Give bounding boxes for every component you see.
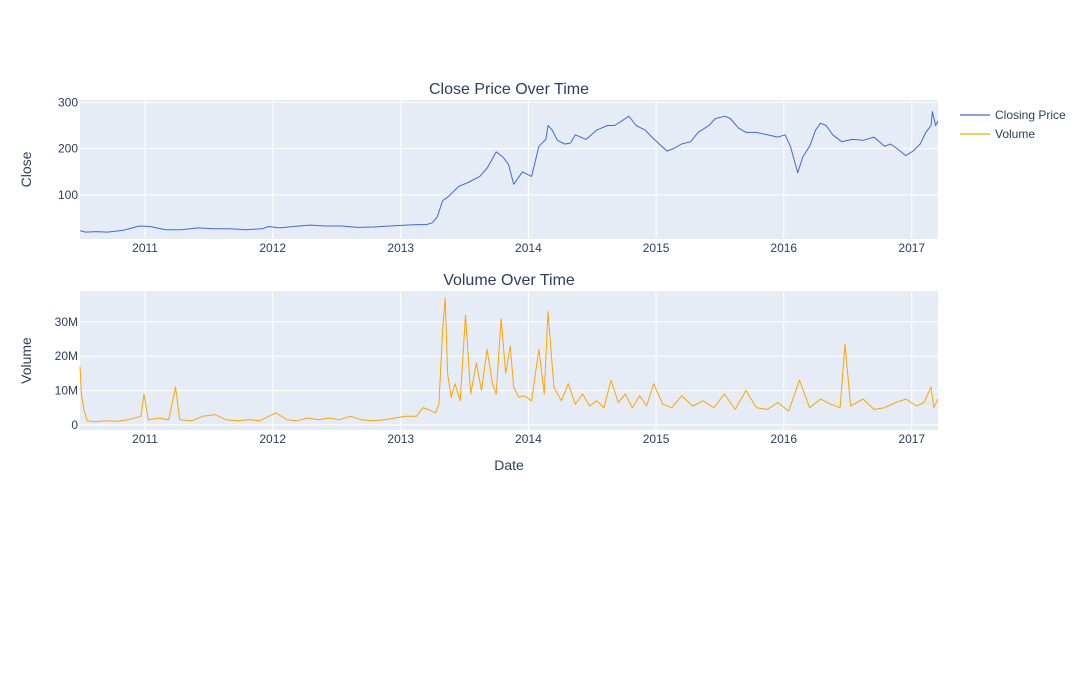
legend-label: Volume: [995, 127, 1035, 141]
x-tick-label: 2013: [387, 432, 414, 446]
series-line-closing-price: [79, 111, 939, 233]
series-line-volume: [79, 297, 939, 423]
x-tick-label: 2017: [898, 241, 925, 255]
volume-subplot: 2011 2012 2013 2014 2015 2016 2017 0 10M 20M 30M Vo…: [18, 272, 939, 473]
y-tick-label: 200: [58, 142, 78, 156]
x-tick-label: 2013: [387, 241, 414, 255]
x-tick-label: 2011: [132, 241, 158, 255]
plot-area: [80, 291, 938, 430]
x-tick-label: 2016: [770, 241, 797, 255]
x-tick-label: 2016: [770, 432, 797, 446]
x-tick-label: 2011: [132, 432, 158, 446]
y-tick-label: 300: [58, 95, 78, 109]
x-tick-label: 2014: [515, 241, 542, 255]
close-price-subplot: 2011 2012 2013 2014 2015 2016 2017 100 200 300 Clo…: [18, 81, 939, 255]
x-tick-label: 2014: [515, 432, 542, 446]
x-tick-label: 2012: [259, 432, 286, 446]
x-axis-title: Date: [494, 457, 524, 473]
y-tick-label: 0: [71, 418, 78, 432]
legend: Closing Price Volume: [960, 108, 1066, 141]
plot-area: [80, 100, 938, 239]
x-tick-label: 2012: [259, 241, 286, 255]
y-tick-label: 20M: [55, 349, 78, 363]
x-tick-label: 2015: [643, 241, 670, 255]
y-axis-title: Volume: [18, 337, 34, 384]
y-tick-label: 100: [58, 188, 78, 202]
x-tick-label: 2015: [643, 432, 670, 446]
x-tick-label: 2017: [898, 432, 925, 446]
subplot-title: Close Price Over Time: [429, 81, 589, 98]
y-tick-label: 30M: [55, 315, 78, 329]
legend-label: Closing Price: [995, 108, 1066, 122]
y-axis-title: Close: [18, 151, 34, 187]
subplot-title: Volume Over Time: [443, 272, 575, 289]
y-tick-label: 10M: [55, 384, 78, 398]
